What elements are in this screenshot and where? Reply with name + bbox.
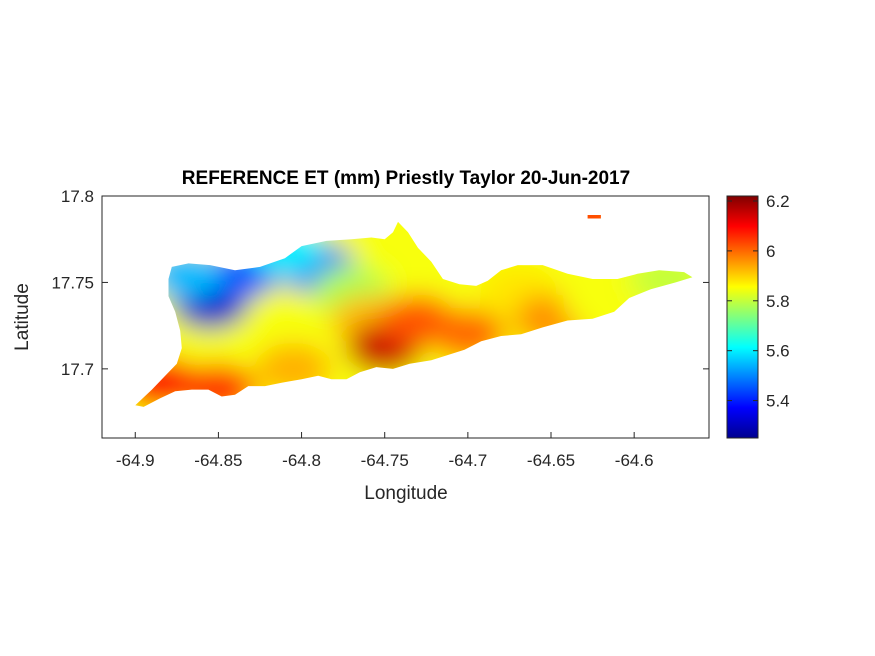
field-point-15: [562, 277, 639, 330]
x-tick-label: -64.85: [194, 451, 242, 470]
x-tick-label: -64.8: [282, 451, 321, 470]
et-map: [135, 215, 693, 407]
x-axis: -64.9 -64.85 -64.8 -64.75 -64.7 -64.65 -64.6: [116, 432, 654, 470]
field-point-3: [147, 247, 224, 300]
y-axis: 17.8 17.75 17.7: [51, 187, 709, 379]
x-tick-label: -64.75: [361, 451, 409, 470]
field-point-4: [246, 221, 323, 274]
field-point-12: [255, 342, 332, 395]
y-tick-label: 17.75: [51, 273, 94, 292]
colorbar-tick-label: 6.2: [766, 192, 790, 211]
colorbar-gradient: [726, 195, 759, 439]
colorbar: 6.2 6 5.8 5.6 5.4: [726, 192, 790, 439]
colorbar-tick-label: 6: [766, 242, 775, 261]
x-axis-label: Longitude: [364, 483, 447, 504]
x-tick-label: -64.65: [527, 451, 575, 470]
y-tick-label: 17.8: [61, 187, 94, 206]
x-tick-label: -64.6: [615, 451, 654, 470]
field-point-11: [135, 356, 199, 407]
colorbar-tick-label: 5.8: [766, 292, 790, 311]
field-point-9: [429, 308, 506, 361]
colorbar-tick-label: 5.6: [766, 342, 790, 361]
y-tick-label: 17.7: [61, 360, 94, 379]
plot-title: REFERENCE ET (mm) Priestly Taylor 20-Jun…: [182, 168, 630, 189]
x-tick-label: -64.9: [116, 451, 155, 470]
plot-axes-box: [101, 195, 710, 439]
x-tick-label: -64.7: [448, 451, 487, 470]
y-axis-label: Latitude: [12, 283, 33, 351]
field-point-17: [554, 215, 631, 243]
colorbar-tick-label: 5.4: [766, 392, 790, 411]
field-point-16: [629, 252, 693, 305]
